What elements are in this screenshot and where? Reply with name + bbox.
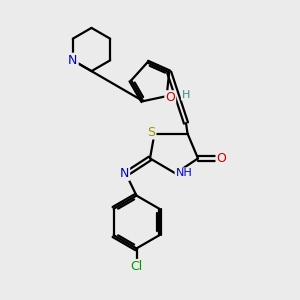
- Text: NH: NH: [176, 168, 192, 178]
- Text: N: N: [120, 167, 129, 180]
- Text: N: N: [68, 54, 77, 67]
- Text: O: O: [217, 152, 226, 165]
- Text: O: O: [165, 91, 175, 104]
- Text: H: H: [182, 90, 190, 100]
- Text: N: N: [68, 54, 77, 67]
- Text: S: S: [148, 125, 155, 139]
- Text: Cl: Cl: [130, 260, 142, 273]
